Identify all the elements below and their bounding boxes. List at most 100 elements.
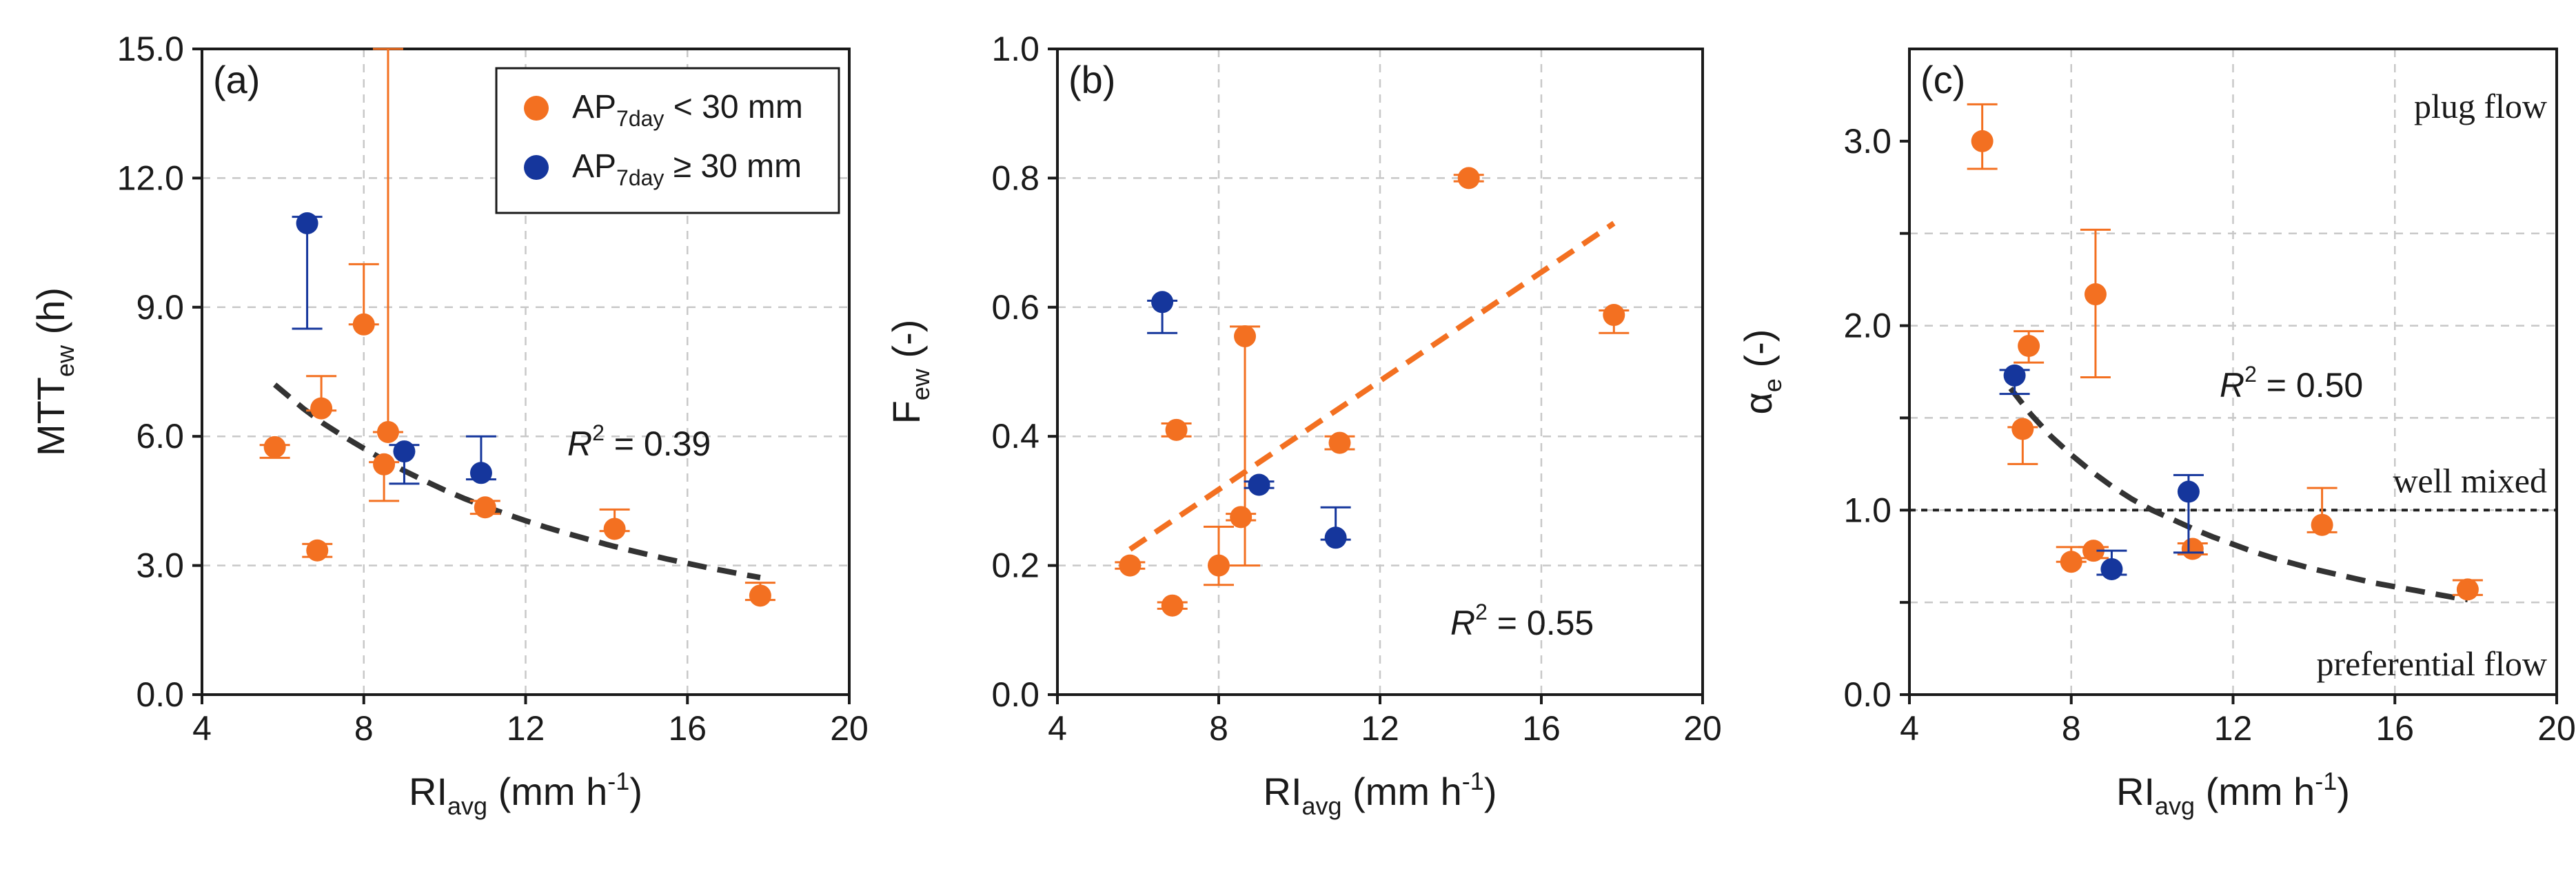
data-point-low-ap <box>1967 103 1998 170</box>
marker <box>1457 167 1480 190</box>
y-tick-label: 0.6 <box>991 288 1039 327</box>
y-axis-label: Few (-) <box>884 320 935 424</box>
x-tick-label: 4 <box>1900 709 1919 748</box>
marker <box>306 539 329 562</box>
marker <box>263 436 286 458</box>
data-point-high-ap <box>292 212 323 330</box>
marker <box>2084 283 2107 306</box>
panel-label: (b) <box>1068 58 1115 101</box>
legend-label-low-ap: AP7day < 30 mm <box>572 89 803 131</box>
marker <box>2003 364 2026 387</box>
x-axis-label: RIavg (mm h-1) <box>2116 767 2350 820</box>
data-point-low-ap <box>259 436 290 459</box>
marker <box>373 453 396 475</box>
data-point-high-ap <box>1147 291 1178 334</box>
x-tick-label: 12 <box>507 709 545 748</box>
y-tick-label: 0.0 <box>991 675 1039 714</box>
marker <box>296 212 318 234</box>
fit-line <box>2008 387 2468 603</box>
data-point-low-ap <box>1324 431 1355 454</box>
data-point-low-ap <box>1204 525 1234 586</box>
chart-panel-a: 4 8 12 16 20 0.0 3.0 6.0 9.0 12.0 15.0 RIavg (mm h-… <box>29 30 869 820</box>
y-tick-label: 6.0 <box>136 417 184 456</box>
data-point-low-ap <box>1230 325 1261 567</box>
data-point-low-ap <box>2014 330 2045 364</box>
panel-label: (a) <box>213 58 260 101</box>
x-tick-label: 16 <box>668 709 707 748</box>
marker <box>352 313 375 336</box>
marker <box>603 518 626 540</box>
preferential-flow-label: preferential flow <box>2316 644 2547 683</box>
data-point-low-ap <box>302 539 333 562</box>
legend-label-high-ap: AP7day ≥ 30 mm <box>572 148 802 190</box>
data-point-low-ap <box>348 263 379 336</box>
data-point-low-ap <box>1226 506 1257 529</box>
data-point-high-ap <box>465 435 496 484</box>
data-point-low-ap <box>369 453 400 502</box>
r-squared-label: R2 = 0.55 <box>1450 600 1594 642</box>
y-tick-label: 2.0 <box>1843 307 1892 345</box>
data-point-high-ap <box>1999 364 2030 396</box>
data-point-low-ap <box>1599 304 1630 334</box>
data-point-low-ap <box>2080 228 2111 379</box>
marker <box>749 584 771 607</box>
marker <box>1248 473 1270 496</box>
marker <box>1324 526 1347 549</box>
data-point-high-ap <box>389 440 420 485</box>
marker <box>474 496 496 519</box>
legend-marker-low-ap <box>524 96 549 121</box>
marker <box>2011 418 2034 440</box>
legend-marker-high-ap <box>524 155 549 180</box>
marker <box>1603 304 1625 327</box>
marker <box>2082 540 2105 562</box>
marker <box>393 440 416 463</box>
y-tick-label: 0.0 <box>1843 675 1892 714</box>
x-tick-label: 12 <box>2214 709 2253 748</box>
x-tick-label: 8 <box>1209 709 1228 748</box>
marker <box>2018 335 2040 358</box>
marker <box>1165 418 1188 441</box>
y-axis-label: MTTew (h) <box>29 287 79 456</box>
marker <box>1230 506 1252 529</box>
data-point-low-ap <box>306 375 337 420</box>
chart-panel-c: 4 8 12 16 20 0.0 1.0 2.0 3.0 RIavg (mm h-1) αe (-)… <box>1736 48 2576 820</box>
marker <box>469 462 492 484</box>
legend-box <box>495 67 840 214</box>
x-tick-label: 16 <box>2375 709 2414 748</box>
y-tick-label: 15.0 <box>117 30 184 68</box>
y-tick-label: 0.8 <box>991 158 1039 197</box>
data-point-low-ap <box>1115 554 1146 577</box>
chart-panel-b: 4 8 12 16 20 0.0 0.2 0.4 0.6 0.8 1.0 RIavg (mm h-1)… <box>884 30 1722 820</box>
marker <box>2100 557 2123 580</box>
data-point-low-ap <box>1161 418 1192 441</box>
data-point-low-ap <box>2452 578 2483 601</box>
marker <box>2181 538 2204 560</box>
fit-line <box>273 382 761 581</box>
data-point-low-ap <box>1453 167 1484 190</box>
marker <box>1971 130 1994 152</box>
data-point-low-ap <box>1157 594 1188 617</box>
y-tick-label: 0.0 <box>136 675 184 714</box>
well-mixed-label: well mixed <box>2393 461 2547 500</box>
marker <box>2311 513 2333 536</box>
y-tick-label: 9.0 <box>136 288 184 327</box>
r-squared-label: R2 = 0.39 <box>567 420 711 463</box>
x-tick-label: 20 <box>1683 709 1722 748</box>
data-point-low-ap <box>2177 538 2208 560</box>
y-axis-label: αe (-) <box>1736 329 1787 415</box>
x-axis-label: RIavg (mm h-1) <box>409 767 642 820</box>
data-point-low-ap <box>599 508 630 540</box>
y-tick-label: 3.0 <box>136 546 184 585</box>
data-point-low-ap <box>2078 540 2109 562</box>
panel-label: (c) <box>1920 58 1965 101</box>
r-squared-label: R2 = 0.50 <box>2220 362 2363 405</box>
y-tick-label: 12.0 <box>117 158 184 197</box>
data-point-low-ap <box>744 582 775 607</box>
data-point-high-ap <box>2173 473 2204 554</box>
x-axis-label: RIavg (mm h-1) <box>1264 767 1497 820</box>
x-tick-label: 8 <box>354 709 374 748</box>
data-point-high-ap <box>1320 506 1351 549</box>
marker <box>1119 554 1142 577</box>
marker <box>1208 554 1230 577</box>
marker <box>376 420 399 443</box>
